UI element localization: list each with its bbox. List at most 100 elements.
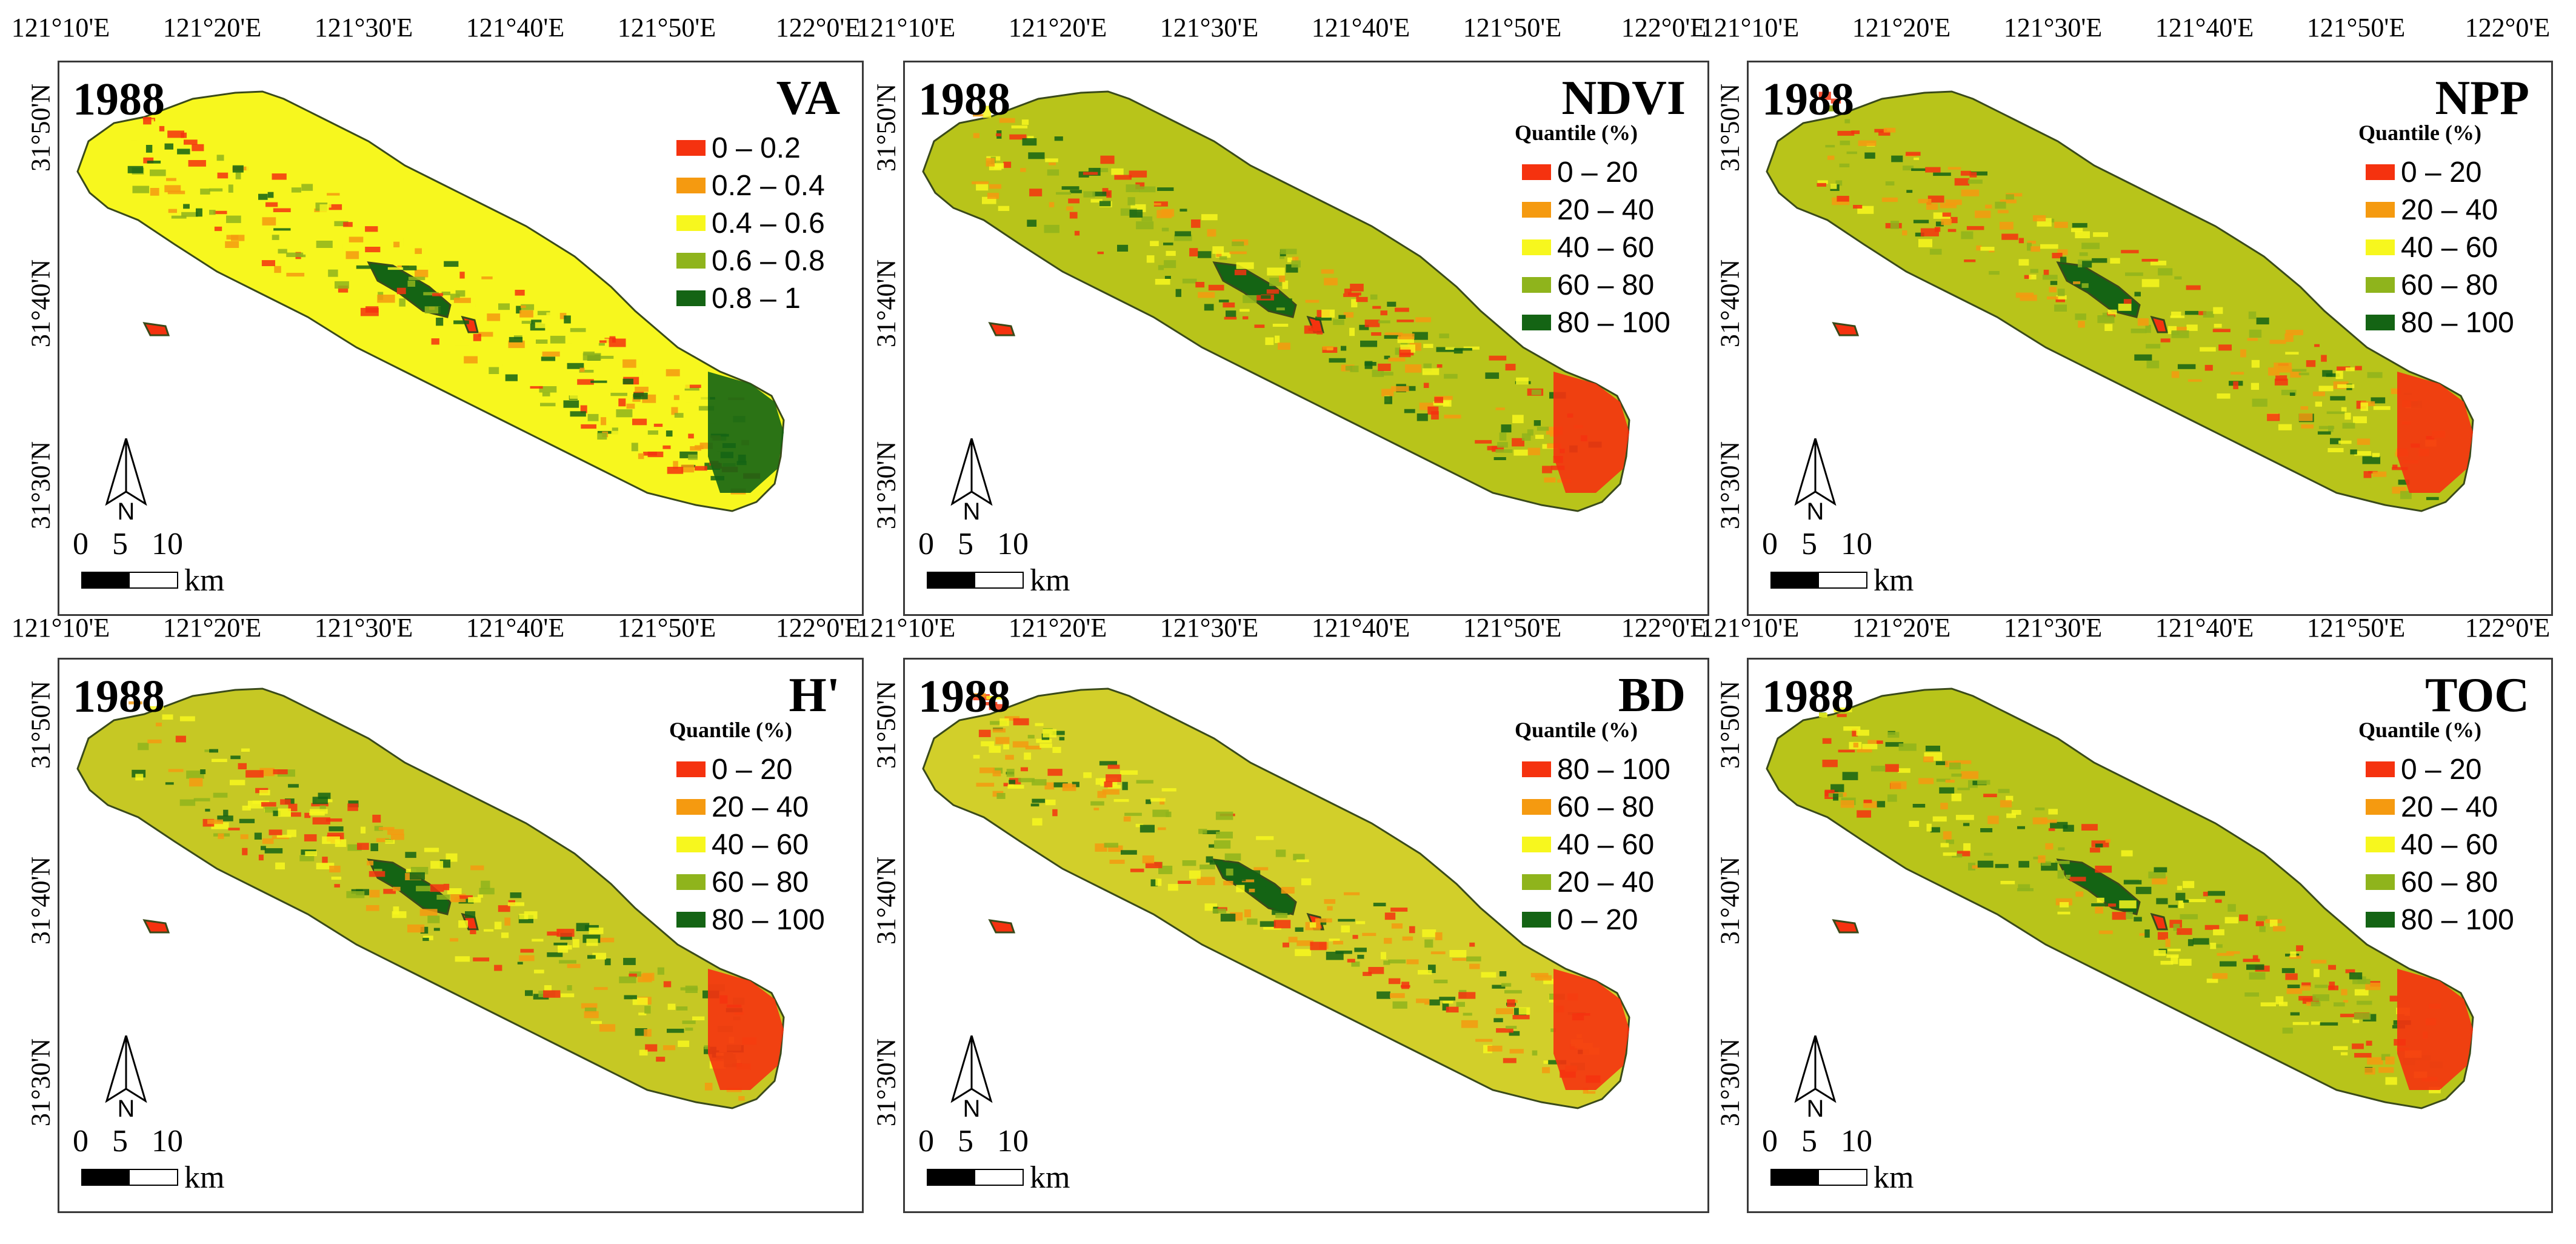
land-patch [1009,780,1016,784]
land-patch [594,343,600,352]
land-patch [1843,726,1861,731]
land-patch [376,838,389,843]
land-patch [1295,927,1304,932]
land-patch [319,204,329,212]
land-patch [510,892,522,898]
land-patch [2364,1068,2375,1075]
land-patch [416,261,430,267]
legend-label: 40 – 60 [2401,231,2498,264]
land-patch [449,279,456,286]
land-patch [1155,878,1162,886]
land-patch [2429,1086,2441,1094]
land-patch [2154,867,2167,872]
land-patch [1003,783,1009,787]
land-patch [2152,876,2167,885]
land-patch [2146,344,2161,349]
land-patch [1129,209,1143,218]
land-patch [1852,729,1858,737]
land-patch [1142,855,1155,864]
land-patch [226,235,239,240]
land-patch [1837,196,1849,202]
land-patch [1925,746,1940,752]
land-patch [1329,938,1340,941]
land-patch [1338,315,1346,319]
land-patch [598,343,605,346]
land-patch [1203,830,1220,834]
land-patch [2057,249,2068,255]
land-patch [312,797,328,804]
land-patch [1350,284,1364,292]
x-tick-label: 122°0'E [2464,613,2551,643]
land-patch [167,190,185,195]
land-patch [1216,831,1233,839]
land-patch [580,405,587,413]
land-patch [1140,824,1155,833]
land-patch [455,956,470,962]
land-patch [177,149,190,155]
land-patch [591,1021,602,1025]
land-patch [685,384,701,388]
x-axis-ticks: 121°10'E 121°20'E 121°30'E 121°40'E 121°50'E… [1701,612,2553,646]
legend-swatch [676,140,706,156]
land-patch [1273,920,1291,929]
land-patch [2392,467,2408,470]
land-patch [2329,981,2335,990]
land-patch [2177,928,2192,935]
x-tick-label: 121°40'E [2155,13,2254,42]
legend-item: 60 – 80 [1522,266,1670,304]
land-patch [2166,954,2179,958]
land-patch [1945,199,1962,206]
y-tick-label: 31°50'N [871,680,901,769]
land-patch [2081,242,2100,249]
land-patch [587,413,599,421]
legend-label: 80 – 100 [1557,306,1670,339]
land-patch [979,767,995,774]
land-patch [1224,853,1241,861]
land-patch [1966,226,1984,230]
land-patch [2178,900,2184,909]
land-patch [2027,242,2032,251]
land-patch [209,749,218,753]
land-patch [1933,172,1951,176]
land-patch [1409,926,1415,934]
land-patch [531,319,542,324]
land-patch [1344,289,1352,294]
legend-item: 0.6 – 0.8 [676,242,825,279]
land-patch [1406,959,1419,965]
land-patch [534,969,544,974]
land-patch [2091,903,2109,907]
land-patch [2398,480,2410,485]
land-patch [1215,811,1233,820]
land-patch [454,897,460,903]
land-patch [1226,310,1236,318]
land-patch [1109,860,1125,864]
land-patch [1359,324,1369,330]
land-patch [1150,879,1158,887]
land-patch [290,812,301,817]
land-patch [291,187,301,193]
land-patch [1122,781,1128,791]
land-patch [1070,190,1082,193]
legend-swatch [2366,874,2395,890]
land-patch [347,803,358,811]
land-patch [2326,411,2345,414]
legend-item: 0 – 0.2 [676,129,825,167]
land-patch [536,339,548,344]
land-patch [2048,809,2058,815]
land-patch [1198,292,1215,298]
legend-label: 40 – 60 [1557,231,1655,264]
land-patch [1095,843,1107,852]
variable-title: VA [776,72,840,125]
land-patch [1402,936,1413,941]
land-patch [2341,989,2347,995]
north-arrow-icon: N [102,1035,150,1123]
land-patch [217,815,233,821]
land-patch [254,832,262,840]
legend-label: 80 – 100 [2401,306,2514,339]
land-patch [1315,918,1332,923]
legend-swatch [676,799,706,815]
land-patch [2134,292,2141,296]
land-patch [370,843,378,851]
legend-item: 60 – 80 [676,863,825,901]
land-patch [1827,155,1835,160]
